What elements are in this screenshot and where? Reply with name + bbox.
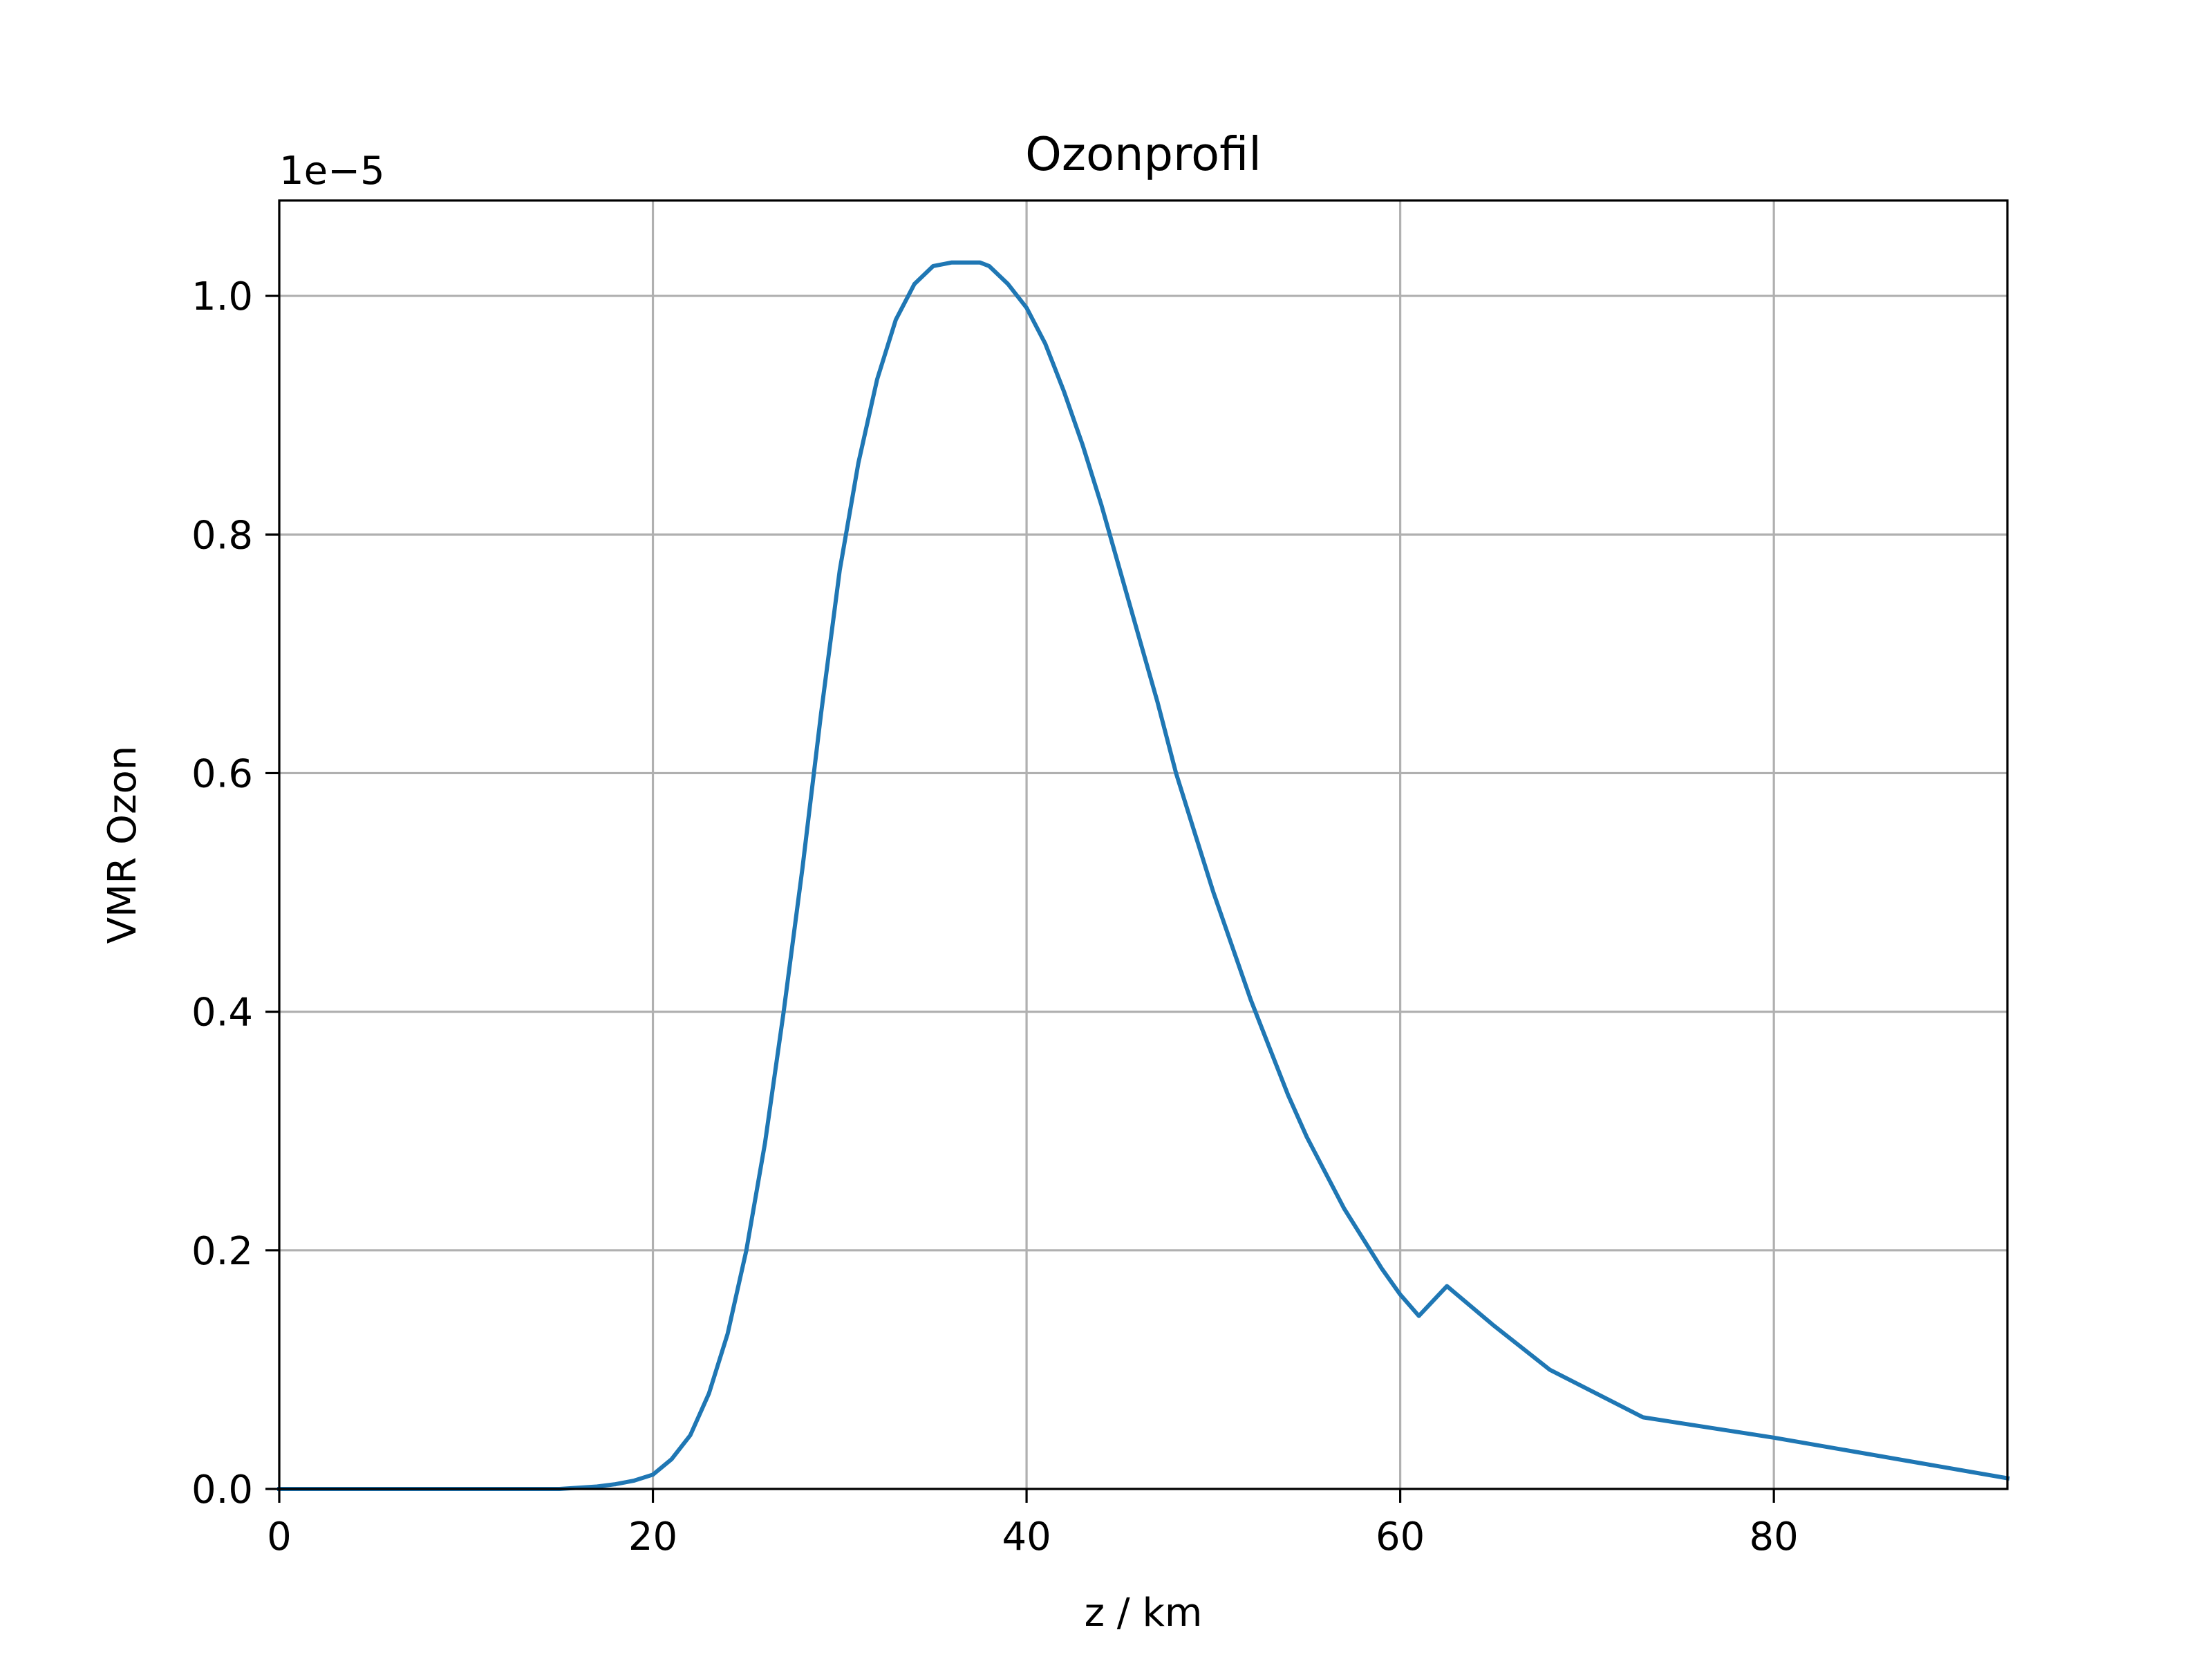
y-tick-label: 1.0 (191, 274, 253, 319)
x-tick-label: 80 (1750, 1515, 1799, 1559)
x-tick-label: 40 (1002, 1515, 1051, 1559)
y-tick-label: 0.6 (191, 751, 253, 796)
y-axis-offset-label: 1e−5 (279, 149, 385, 194)
y-tick-label: 0.2 (191, 1229, 253, 1274)
y-axis-ticks: 0.0 0.2 0.4 0.6 0.8 1.0 (191, 274, 279, 1512)
y-axis-label: VMR Ozon (100, 746, 145, 944)
x-tick-label: 60 (1376, 1515, 1425, 1559)
plot-area (277, 260, 2010, 1491)
x-axis-label: z / km (1085, 1591, 1203, 1635)
y-tick-label: 0.4 (191, 991, 253, 1035)
y-tick-label: 0.8 (191, 513, 253, 558)
axes-frame (278, 199, 2009, 1490)
x-tick-label: 20 (628, 1515, 677, 1559)
ozone-profile-line (277, 260, 2010, 1491)
chart-title: Ozonprofil (1025, 127, 1262, 181)
x-axis-ticks: 0 20 40 60 80 (267, 1489, 1799, 1559)
x-tick-label: 0 (267, 1515, 292, 1559)
y-tick-label: 0.0 (191, 1468, 253, 1512)
